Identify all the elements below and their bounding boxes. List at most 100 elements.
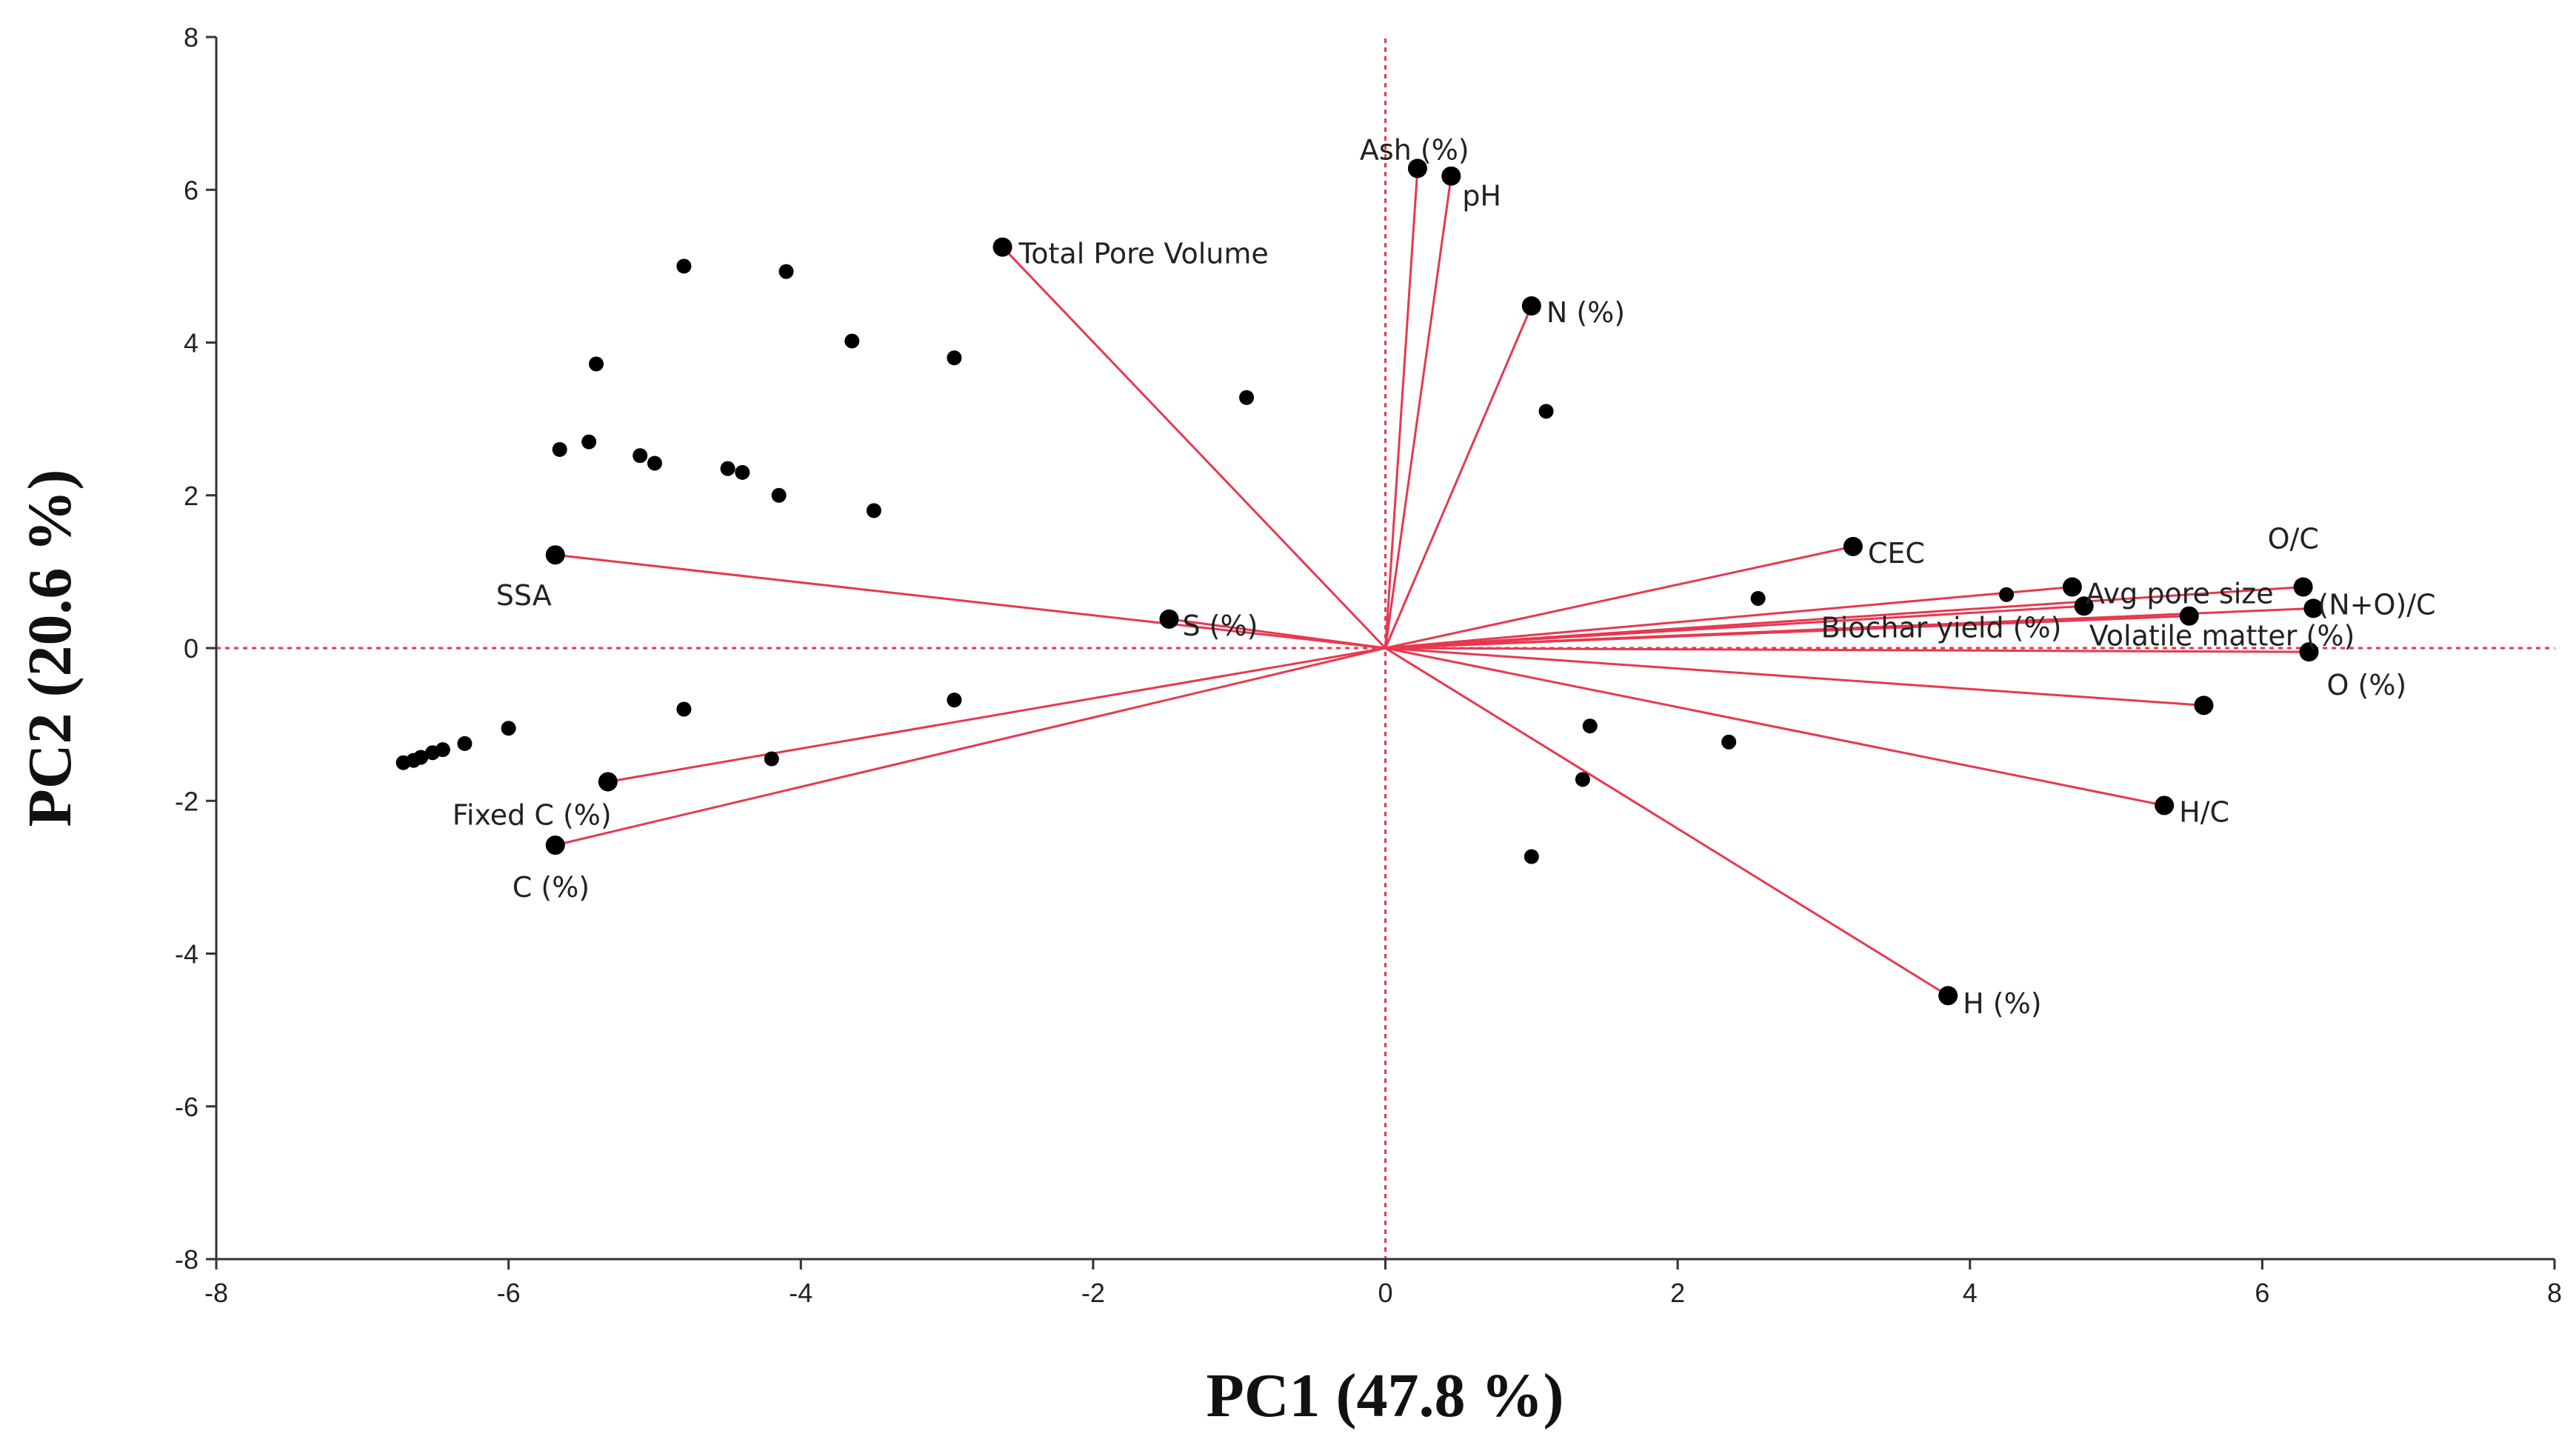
score-point <box>581 434 597 450</box>
score-point <box>1999 587 2015 602</box>
score-point <box>676 701 692 717</box>
loading-endpoint <box>1521 296 1541 316</box>
loading-label: (N+O)/C <box>2318 588 2435 621</box>
loading-label: H/C <box>2179 795 2229 828</box>
score-point <box>1538 404 1554 419</box>
loading-endpoint <box>992 237 1012 257</box>
loading-endpoint <box>1407 159 1427 179</box>
loading-vector <box>1001 246 1387 650</box>
loading-endpoint <box>2179 606 2199 626</box>
loading-label: Volatile matter (%) <box>2089 620 2355 653</box>
loading-label: CEC <box>1868 537 1925 570</box>
y-tick-label: 4 <box>184 328 198 358</box>
loading-label: Fixed C (%) <box>453 798 612 831</box>
y-axis-title: PC2 (20.6 %) <box>16 470 84 827</box>
loading-vector <box>1385 647 2311 656</box>
score-point <box>501 721 516 736</box>
score-point <box>778 264 794 279</box>
loading-label: SSA <box>496 579 552 612</box>
loading-label: O (%) <box>2327 669 2407 701</box>
score-point <box>844 333 860 349</box>
loading-label: Biochar yield (%) <box>1821 611 2062 644</box>
loading-endpoint <box>1159 609 1179 629</box>
axes: -8 -6 -4 -2 0 2 4 6 8 8 6 4 2 0 -2 -4 -6 -8 <box>175 22 2562 1308</box>
loading-vector <box>606 647 1386 784</box>
x-tick-label: 0 <box>1378 1278 1392 1308</box>
score-point <box>457 735 473 751</box>
score-point <box>735 464 750 480</box>
y-tick-label: -8 <box>175 1244 198 1275</box>
score-point <box>947 693 962 708</box>
score-point <box>676 258 692 274</box>
y-tick-label: 2 <box>184 481 198 511</box>
loading-vector <box>1384 304 1533 649</box>
x-axis-title: PC1 (47.8 %) <box>1207 1361 1564 1430</box>
x-tick-label: -2 <box>1081 1278 1105 1308</box>
x-tick-label: 2 <box>1670 1278 1685 1308</box>
loading-endpoint <box>2299 642 2319 662</box>
y-tick-label: -6 <box>175 1092 198 1122</box>
y-tick-label: 0 <box>184 633 198 664</box>
loading-vector <box>1384 174 1454 649</box>
loading-vectors <box>545 159 2323 1006</box>
score-point <box>947 350 962 366</box>
loading-endpoint <box>2155 795 2175 815</box>
loading-vector <box>1385 647 2166 808</box>
score-point <box>552 441 567 457</box>
x-tick-label: 8 <box>2547 1278 2562 1308</box>
loading-vector <box>1385 602 2086 650</box>
loading-label: Total Pore Volume <box>1018 238 1269 270</box>
score-point <box>1750 590 1766 606</box>
y-tick-label: 8 <box>184 22 198 53</box>
score-point <box>647 456 662 471</box>
loading-endpoint <box>2293 577 2313 597</box>
loading-vector <box>1385 613 2191 650</box>
loading-endpoint <box>598 772 618 792</box>
y-tick-label: -4 <box>175 939 198 970</box>
loading-vector <box>553 647 1386 847</box>
score-points <box>396 258 2015 864</box>
score-point <box>771 487 787 503</box>
y-tick-label: -2 <box>175 786 198 816</box>
loading-vector <box>1384 167 1421 649</box>
loading-labels: Ash (%) pH N (%) Total Pore Volume CEC Avg po… <box>453 133 2436 1020</box>
y-tick-label: 6 <box>184 175 198 205</box>
score-point <box>633 448 648 464</box>
loading-endpoint <box>1938 986 1958 1006</box>
loading-label: C (%) <box>513 871 590 904</box>
loading-endpoint <box>2303 598 2323 618</box>
loading-vector <box>553 552 1386 650</box>
score-point <box>1524 849 1539 864</box>
score-point <box>1239 390 1255 405</box>
loading-endpoint <box>545 545 565 565</box>
score-point <box>1575 772 1590 787</box>
loading-label: H (%) <box>1963 987 2041 1020</box>
x-tick-label: 6 <box>2255 1278 2269 1308</box>
score-point <box>396 755 411 770</box>
score-point <box>1721 734 1737 750</box>
loading-endpoint <box>545 835 565 855</box>
score-point <box>720 461 735 476</box>
loading-vector <box>1385 584 2074 650</box>
loading-label: O/C <box>2268 523 2319 555</box>
loading-label: Ash (%) <box>1360 133 1469 166</box>
score-point <box>1582 718 1598 734</box>
loading-endpoint <box>2062 577 2082 597</box>
loading-vector <box>1385 544 1855 650</box>
score-point <box>589 356 604 372</box>
loading-vector <box>1384 647 1949 997</box>
loading-vector <box>1385 647 2206 709</box>
loading-label: Avg pore size <box>2086 578 2274 610</box>
x-tick-label: 4 <box>1963 1278 1978 1308</box>
x-tick-label: -8 <box>204 1278 228 1308</box>
loading-label: S (%) <box>1182 610 1258 642</box>
loading-endpoint <box>2194 695 2214 715</box>
loading-label: pH <box>1462 180 1501 213</box>
x-tick-label: -4 <box>789 1278 812 1308</box>
loading-endpoint <box>2074 596 2094 616</box>
x-tick-label: -6 <box>497 1278 521 1308</box>
loading-vector <box>1167 616 1386 650</box>
loading-endpoint <box>1441 166 1461 186</box>
score-point <box>425 745 441 761</box>
score-point <box>866 503 881 518</box>
